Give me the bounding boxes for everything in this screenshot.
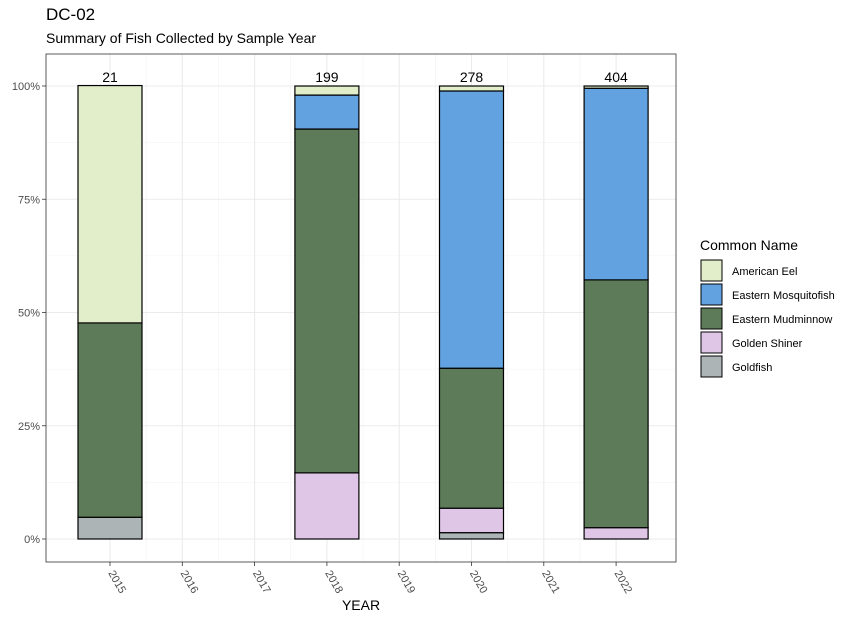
legend-items: American Eel Eastern Mosquitofish Eastern … [700, 259, 835, 378]
x-tick-label: 2017 [250, 569, 273, 596]
y-axis: 0% 25% 50% 75% 100% [12, 81, 46, 546]
x-axis-title: YEAR [342, 597, 380, 613]
plot-panel [46, 54, 676, 562]
x-tick-label: 2021 [539, 569, 562, 596]
bar-segment [438, 367, 505, 509]
y-tick-label: 50% [18, 308, 40, 320]
bar-segment [438, 507, 505, 534]
y-tick-label: 75% [18, 194, 40, 206]
bar-segment [77, 84, 143, 324]
bar-segment [77, 516, 143, 540]
x-tick-label: 2015 [105, 569, 128, 596]
bar-segment [438, 90, 505, 369]
legend-label: Eastern Mosquitofish [732, 290, 835, 302]
legend-label: Golden Shiner [732, 338, 803, 350]
bars-layer [77, 84, 649, 540]
legend-swatch [700, 259, 723, 282]
bar-total-label: 199 [315, 69, 339, 85]
bar-segment [583, 279, 649, 529]
legend-title: Common Name [700, 237, 798, 253]
x-tick-label: 2020 [467, 569, 490, 596]
legend: Common Name American Eel Eastern Mosquito… [700, 237, 835, 378]
bar-segment [583, 85, 649, 89]
bar-total-label: 278 [460, 69, 484, 85]
bar-total-label: 21 [102, 69, 118, 85]
y-tick-label: 0% [24, 534, 40, 546]
legend-swatch [700, 307, 723, 330]
x-tick-label: 2018 [322, 569, 345, 596]
bar-segment [294, 85, 360, 96]
legend-swatch [700, 355, 723, 378]
bar-segment [438, 85, 505, 92]
chart-subtitle: Summary of Fish Collected by Sample Year [46, 30, 316, 46]
y-tick-label: 25% [18, 421, 40, 433]
legend-label: Goldfish [732, 362, 772, 374]
bar-segment [294, 472, 360, 540]
x-axis: 2015 2016 2017 2018 2019 2020 2021 2022 [105, 562, 634, 596]
chart-title: DC-02 [46, 5, 95, 24]
x-tick-label: 2019 [395, 569, 418, 596]
bar-segment [77, 322, 143, 518]
x-tick-label: 2022 [612, 569, 635, 596]
legend-label: Eastern Mudminnow [732, 314, 832, 326]
legend-label: American Eel [732, 266, 797, 278]
bar-segment [294, 128, 360, 474]
bar-total-label: 404 [604, 69, 628, 85]
bar-segment [438, 532, 505, 540]
legend-swatch [700, 331, 723, 354]
bar-segment [583, 527, 649, 540]
y-tick-label: 100% [12, 81, 40, 93]
total-count-labels: 21 199 278 404 [102, 69, 628, 85]
bar-segment [583, 87, 649, 281]
plot-border [45, 53, 677, 563]
x-tick-label: 2016 [178, 569, 201, 596]
legend-swatch [700, 283, 723, 306]
bar-segment [294, 94, 360, 130]
